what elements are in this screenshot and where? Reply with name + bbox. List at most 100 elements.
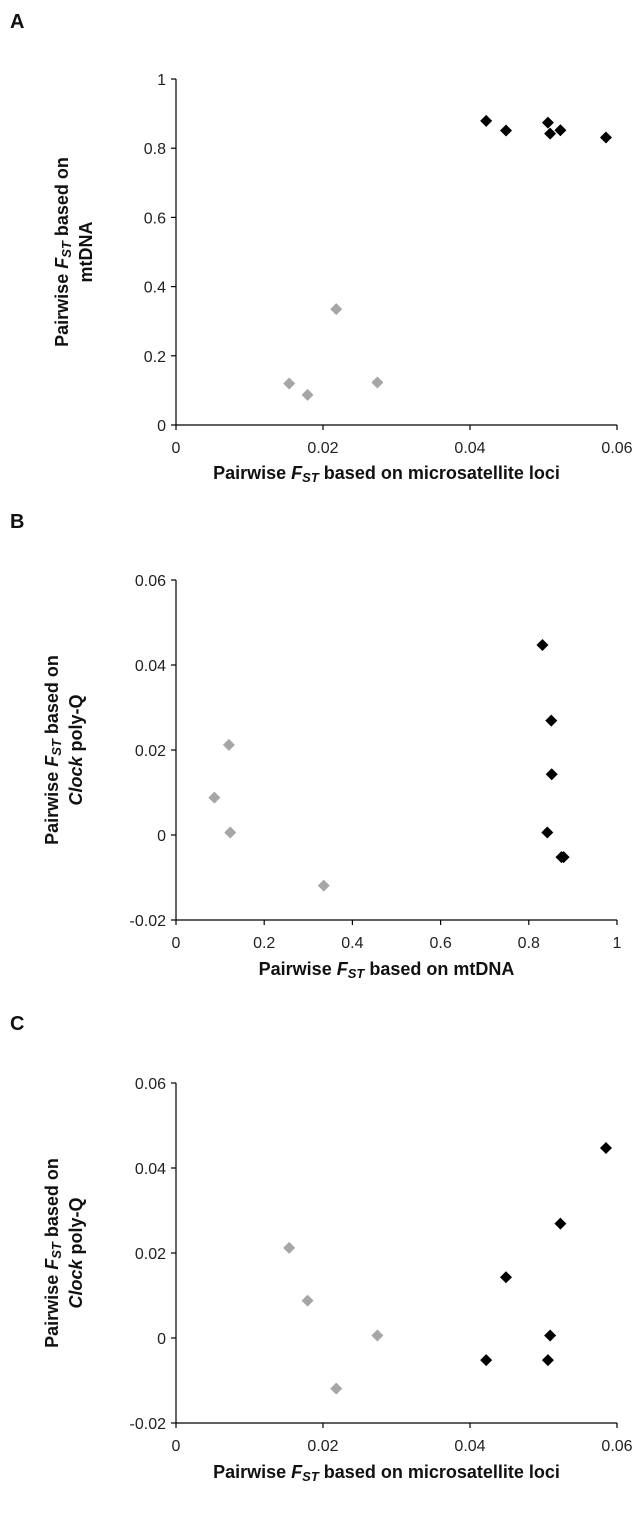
data-point-black bbox=[480, 114, 493, 127]
panel-b: B -0.02 0 0.02 0.04 0.06 0 0.2 0.4 0.6 0.8 1 Pairwis… bbox=[10, 511, 622, 981]
data-point-black bbox=[599, 131, 612, 144]
x-axis-label-f: F bbox=[291, 463, 303, 483]
y-axis-label-text: based on bbox=[42, 655, 62, 739]
x-axis-label-f: F bbox=[337, 959, 349, 979]
y-axis-label-sub: ST bbox=[59, 240, 74, 258]
x-axis-label-sub: ST bbox=[348, 966, 366, 981]
y-axis-label-text: Pairwise bbox=[52, 269, 72, 347]
y-axis-label-text: based on bbox=[52, 157, 72, 241]
data-point-gray bbox=[301, 388, 314, 401]
x-axis-label-text: Pairwise bbox=[213, 463, 291, 483]
data-point-gray bbox=[301, 1294, 314, 1307]
data-point-gray bbox=[330, 1382, 343, 1395]
x-tick-label: 0.02 bbox=[307, 440, 338, 457]
data-point-black bbox=[544, 1329, 557, 1342]
y-axis-label-line2: Clock poly-Q bbox=[66, 694, 86, 805]
y-tick-label: 0.8 bbox=[144, 141, 166, 158]
data-point-black bbox=[480, 1354, 493, 1367]
y-axis-label-f: F bbox=[42, 755, 62, 767]
panel-c: C -0.02 0 0.02 0.04 0.06 0 0.02 0.04 0.06 Pairwise… bbox=[10, 1013, 633, 1484]
y-tick-label: 0.06 bbox=[135, 573, 166, 590]
y-axis-label-text: Pairwise bbox=[42, 767, 62, 845]
x-axis-label-text: Pairwise bbox=[213, 1462, 291, 1482]
data-point-black bbox=[541, 116, 554, 129]
y-tick-label: 0.04 bbox=[135, 1161, 166, 1178]
x-axis-label-sub: ST bbox=[302, 470, 320, 485]
x-axis-label: Pairwise FST based on mtDNA bbox=[259, 959, 515, 981]
y-tick-label: 0 bbox=[157, 828, 166, 845]
data-point-gray bbox=[222, 738, 235, 751]
x-axis-label-text: based on microsatellite loci bbox=[319, 463, 560, 483]
y-axis-label-sub: ST bbox=[49, 738, 64, 756]
y-axis-label-text: Pairwise bbox=[42, 1270, 62, 1348]
data-point-gray bbox=[224, 826, 237, 839]
x-tick-label: 0 bbox=[172, 440, 181, 457]
x-axis-label-text: Pairwise bbox=[259, 959, 337, 979]
data-point-gray bbox=[330, 303, 343, 316]
y-tick-label: 0.02 bbox=[135, 743, 166, 760]
data-point-black bbox=[541, 1354, 554, 1367]
x-axis-label-text: based on mtDNA bbox=[364, 959, 514, 979]
x-axis-label-f: F bbox=[291, 1462, 303, 1482]
data-point-black bbox=[544, 127, 557, 140]
data-point-black bbox=[541, 826, 554, 839]
y-tick-label: 0.6 bbox=[144, 210, 166, 227]
y-tick-label: -0.02 bbox=[130, 1416, 167, 1433]
data-point-black bbox=[500, 124, 513, 137]
x-tick-label: 0.8 bbox=[518, 935, 540, 952]
x-tick-label: 0.06 bbox=[601, 1438, 632, 1455]
y-tick-label: 0.04 bbox=[135, 658, 166, 675]
y-tick-label: 0.4 bbox=[144, 280, 166, 297]
data-point-black bbox=[557, 851, 570, 864]
y-axis-label-sub: ST bbox=[49, 1241, 64, 1259]
y-axis-label-line2: mtDNA bbox=[76, 222, 96, 283]
y-tick-label: 0 bbox=[157, 1331, 166, 1348]
x-axis-label-sub: ST bbox=[302, 1469, 320, 1484]
y-tick-label: 0.06 bbox=[135, 1076, 166, 1093]
y-tick-label: 0 bbox=[157, 418, 166, 435]
data-point-black bbox=[500, 1271, 513, 1284]
y-axis-label-f: F bbox=[52, 257, 72, 269]
y-axis-label-line1: Pairwise FST based on bbox=[52, 157, 74, 347]
data-point-black bbox=[536, 639, 549, 652]
data-point-black bbox=[545, 714, 558, 727]
y-tick-label: 0.2 bbox=[144, 349, 166, 366]
x-tick-label: 0.04 bbox=[454, 1438, 485, 1455]
data-point-gray bbox=[371, 1329, 384, 1342]
y-tick-label: -0.02 bbox=[130, 913, 167, 930]
x-tick-label: 0.4 bbox=[341, 935, 363, 952]
y-axis-label-italic: Clock bbox=[66, 756, 86, 806]
x-tick-label: 0 bbox=[172, 935, 181, 952]
data-point-gray bbox=[371, 376, 384, 389]
y-tick-label: 1 bbox=[157, 72, 166, 89]
panel-letter: B bbox=[10, 511, 24, 533]
data-point-gray bbox=[208, 791, 221, 804]
y-tick-label: 0.02 bbox=[135, 1246, 166, 1263]
x-tick-label: 0.04 bbox=[454, 440, 485, 457]
x-axis-label-text: based on microsatellite loci bbox=[319, 1462, 560, 1482]
x-tick-label: 0.2 bbox=[253, 935, 275, 952]
x-tick-label: 0.02 bbox=[307, 1438, 338, 1455]
panel-letter: A bbox=[10, 11, 24, 33]
y-axis-label-line2: Clock poly-Q bbox=[66, 1197, 86, 1308]
x-tick-label: 1 bbox=[613, 935, 622, 952]
data-point-black bbox=[554, 124, 567, 137]
y-axis-label-text: poly-Q bbox=[66, 1197, 86, 1259]
panel-letter: C bbox=[10, 1013, 24, 1035]
y-axis-label-text: mtDNA bbox=[76, 222, 96, 283]
data-point-gray bbox=[283, 377, 296, 390]
x-tick-label: 0.6 bbox=[429, 935, 451, 952]
y-axis-label-line1: Pairwise FST based on bbox=[42, 1158, 64, 1348]
y-axis-label-f: F bbox=[42, 1258, 62, 1270]
data-point-black bbox=[554, 1217, 567, 1230]
y-axis-label-text: poly-Q bbox=[66, 694, 86, 756]
data-point-gray bbox=[283, 1241, 296, 1254]
x-axis-label: Pairwise FST based on microsatellite loc… bbox=[213, 463, 560, 485]
x-tick-label: 0.06 bbox=[601, 440, 632, 457]
data-point-gray bbox=[317, 879, 330, 892]
x-axis-label: Pairwise FST based on microsatellite loc… bbox=[213, 1462, 560, 1484]
y-axis-label-line1: Pairwise FST based on bbox=[42, 655, 64, 845]
x-tick-label: 0 bbox=[172, 1438, 181, 1455]
